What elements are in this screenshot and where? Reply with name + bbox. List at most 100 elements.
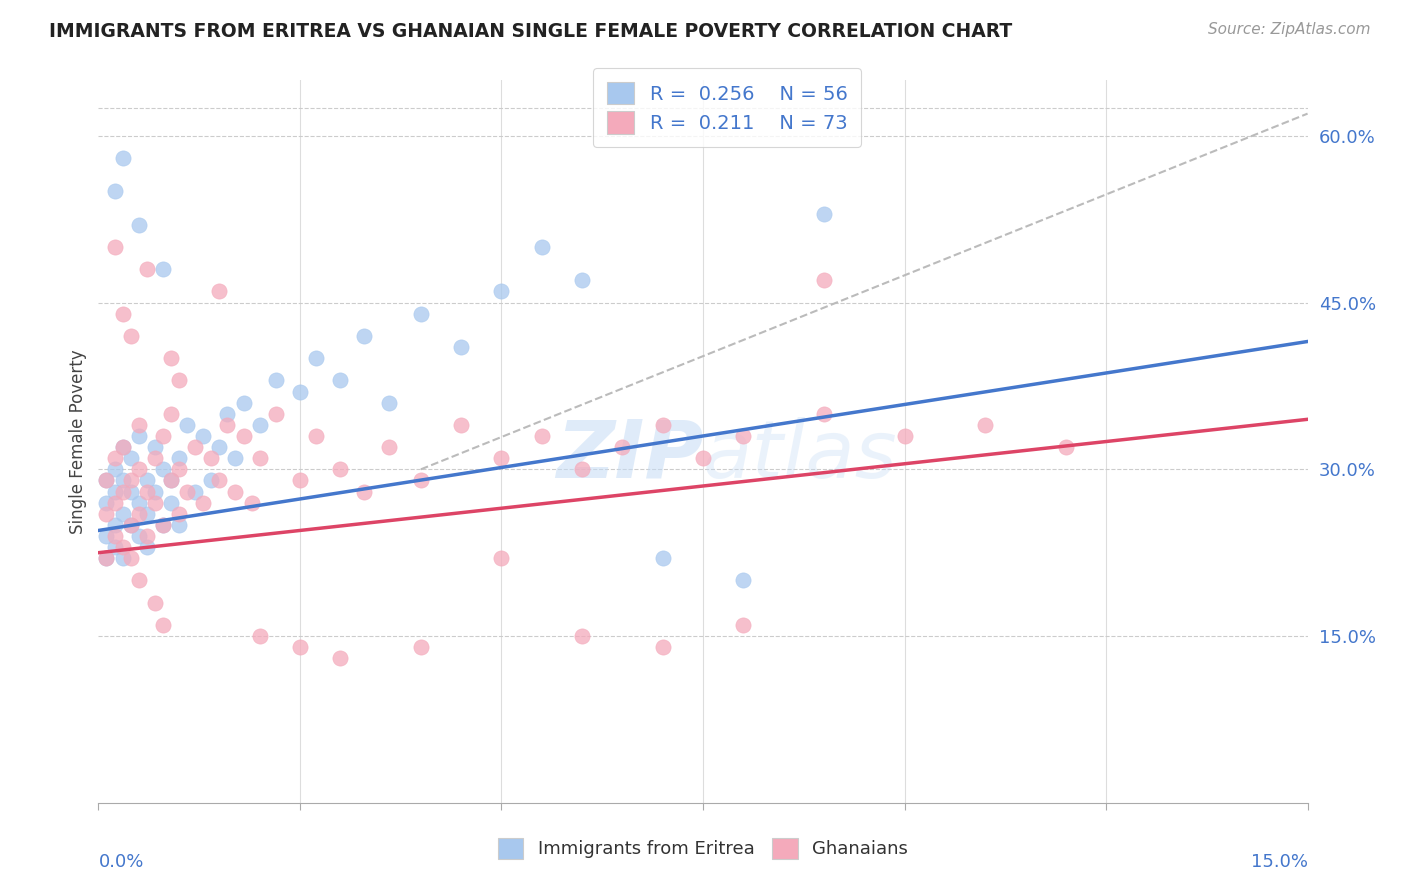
Point [128,417,150,432]
Point [571,629,593,643]
Point [249,417,271,432]
Point [152,517,174,532]
Point [651,551,673,566]
Point [96,529,118,543]
Point [160,351,183,366]
Point [240,496,263,510]
Point [103,496,125,510]
Point [143,496,166,510]
Point [135,262,157,277]
Point [813,407,835,421]
Point [96,496,118,510]
Point [143,596,166,610]
Point [813,273,835,287]
Point [152,618,174,632]
Point [232,429,254,443]
Point [305,351,328,366]
Point [329,373,352,387]
Point [176,417,198,432]
Point [103,529,125,543]
Point [111,474,134,488]
Point [135,507,157,521]
Y-axis label: Single Female Poverty: Single Female Poverty [69,350,87,533]
Point [152,462,174,476]
Point [135,529,157,543]
Point [184,440,207,454]
Point [103,240,125,254]
Point [167,373,190,387]
Point [491,551,513,566]
Point [111,151,134,165]
Point [249,451,271,466]
Point [571,462,593,476]
Point [450,417,472,432]
Point [409,307,432,321]
Point [224,484,246,499]
Point [651,640,673,655]
Point [329,462,352,476]
Point [160,474,183,488]
Point [733,574,755,588]
Point [377,440,399,454]
Text: atlas: atlas [703,417,898,495]
Point [135,540,157,554]
Point [184,484,207,499]
Point [111,484,134,499]
Point [193,429,215,443]
Point [288,640,311,655]
Legend: Immigrants from Eritrea, Ghanaians: Immigrants from Eritrea, Ghanaians [491,830,915,866]
Point [103,185,125,199]
Point [128,507,150,521]
Point [353,329,375,343]
Point [208,285,231,299]
Point [111,440,134,454]
Point [249,629,271,643]
Point [103,517,125,532]
Point [152,429,174,443]
Point [200,451,222,466]
Point [143,440,166,454]
Point [103,451,125,466]
Point [530,429,553,443]
Point [152,517,174,532]
Point [120,517,142,532]
Point [135,484,157,499]
Text: ZIP: ZIP [555,417,703,495]
Point [329,651,352,665]
Point [103,484,125,499]
Point [111,307,134,321]
Point [143,484,166,499]
Text: IMMIGRANTS FROM ERITREA VS GHANAIAN SINGLE FEMALE POVERTY CORRELATION CHART: IMMIGRANTS FROM ERITREA VS GHANAIAN SING… [49,22,1012,41]
Point [571,273,593,287]
Point [974,417,997,432]
Point [288,474,311,488]
Point [217,407,239,421]
Text: 15.0%: 15.0% [1250,854,1308,871]
Point [111,540,134,554]
Point [167,507,190,521]
Point [217,417,239,432]
Point [167,451,190,466]
Point [96,551,118,566]
Point [733,429,755,443]
Point [377,395,399,409]
Point [893,429,915,443]
Point [409,640,432,655]
Point [128,529,150,543]
Point [96,551,118,566]
Text: 0.0%: 0.0% [98,854,143,871]
Point [96,474,118,488]
Point [120,451,142,466]
Point [152,262,174,277]
Point [128,429,150,443]
Point [96,507,118,521]
Point [111,440,134,454]
Point [491,451,513,466]
Point [103,540,125,554]
Point [120,517,142,532]
Point [264,407,287,421]
Point [111,507,134,521]
Point [128,574,150,588]
Point [208,474,231,488]
Point [491,285,513,299]
